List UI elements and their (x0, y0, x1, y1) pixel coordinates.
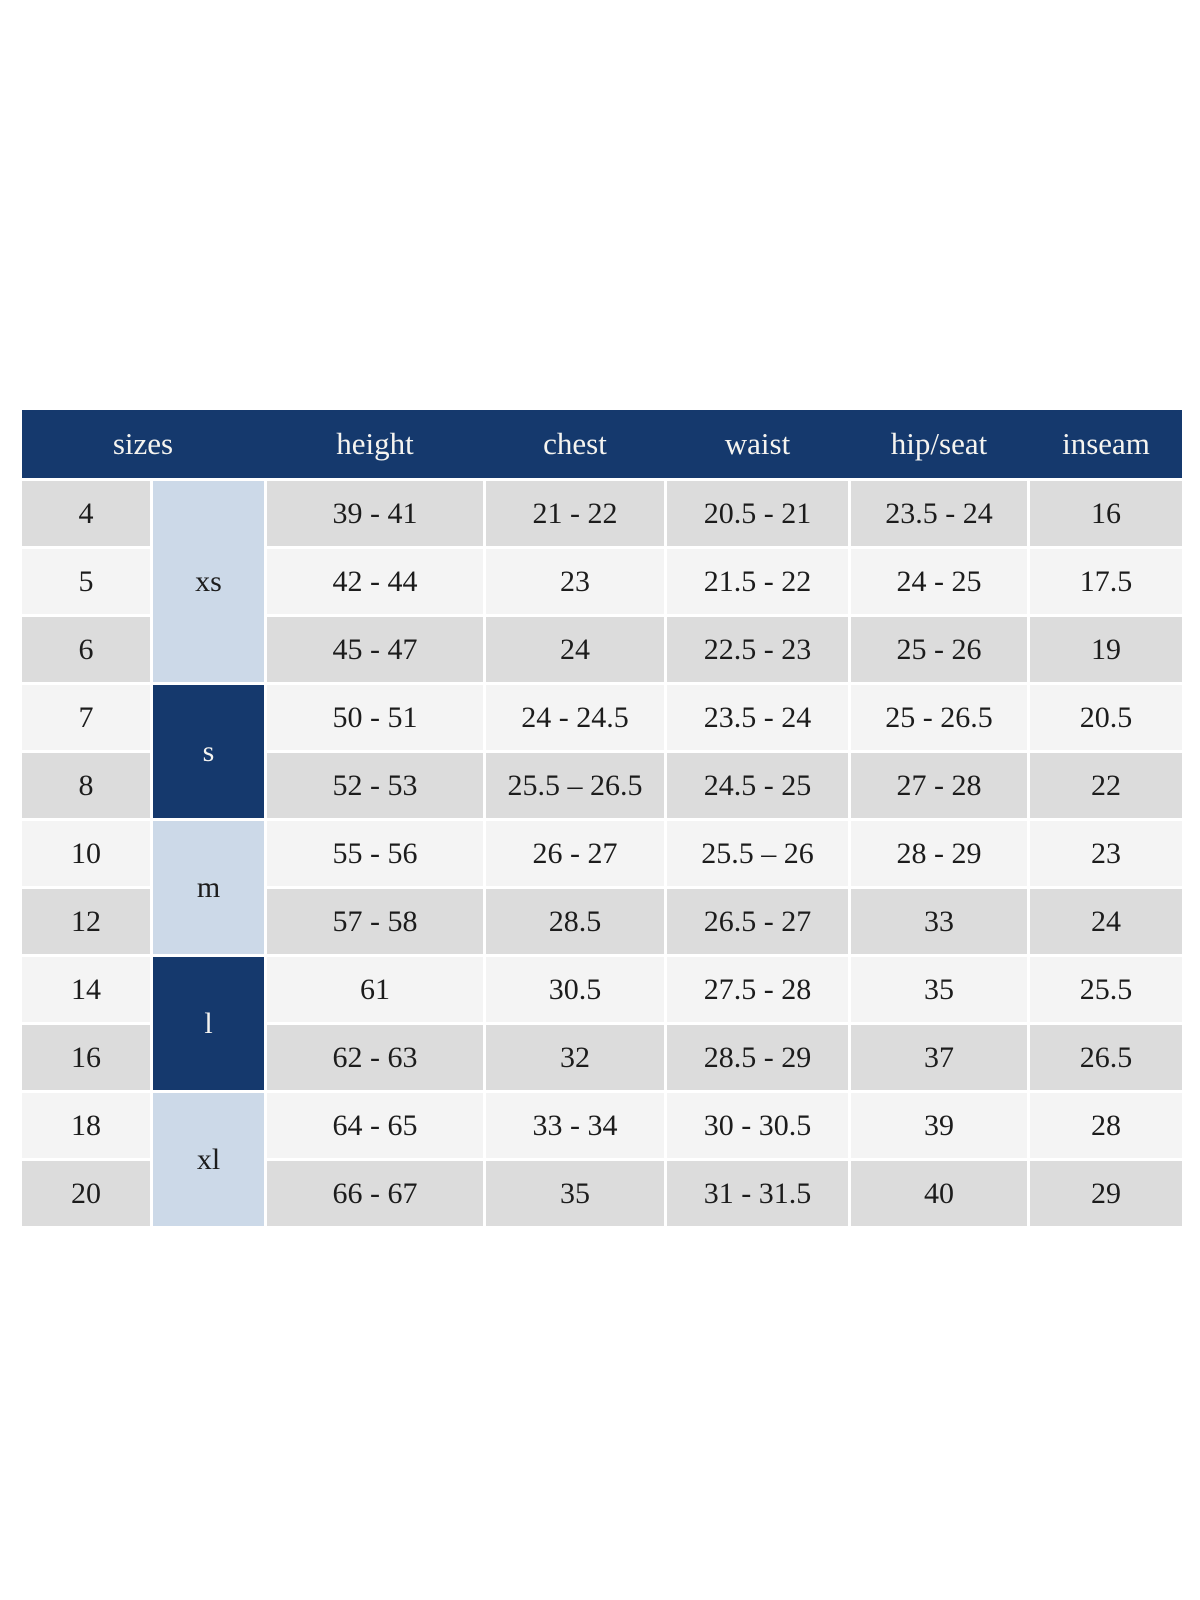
chest-cell: 24 (486, 617, 664, 682)
inseam-cell: 26.5 (1030, 1025, 1182, 1090)
waist-cell: 20.5 - 21 (667, 481, 848, 546)
waist-cell: 27.5 - 28 (667, 957, 848, 1022)
chest-cell: 26 - 27 (486, 821, 664, 886)
hip-seat-cell: 40 (851, 1161, 1027, 1226)
size-number-cell: 4 (22, 481, 150, 546)
height-cell: 45 - 47 (267, 617, 483, 682)
waist-cell: 21.5 - 22 (667, 549, 848, 614)
inseam-cell: 28 (1030, 1093, 1182, 1158)
inseam-cell: 17.5 (1030, 549, 1182, 614)
hip-seat-cell: 24 - 25 (851, 549, 1027, 614)
chest-cell: 32 (486, 1025, 664, 1090)
waist-cell: 31 - 31.5 (667, 1161, 848, 1226)
hip-seat-cell: 37 (851, 1025, 1027, 1090)
chest-cell: 28.5 (486, 889, 664, 954)
size-number-cell: 20 (22, 1161, 150, 1226)
column-header-height: height (336, 426, 414, 461)
height-cell: 39 - 41 (267, 481, 483, 546)
waist-cell: 30 - 30.5 (667, 1093, 848, 1158)
hip-seat-cell: 27 - 28 (851, 753, 1027, 818)
size-group-cell-m: m (153, 821, 264, 954)
size-number-cell: 16 (22, 1025, 150, 1090)
inseam-cell: 22 (1030, 753, 1182, 818)
table-header-row: sizes height chest waist hip/seat inseam (22, 410, 1182, 478)
hip-seat-cell: 28 - 29 (851, 821, 1027, 886)
size-chart-table: sizes height chest waist hip/seat inseam… (22, 410, 1182, 1226)
waist-cell: 26.5 - 27 (667, 889, 848, 954)
waist-cell: 24.5 - 25 (667, 753, 848, 818)
size-group-cell-xl: xl (153, 1093, 264, 1226)
inseam-cell: 16 (1030, 481, 1182, 546)
height-cell: 66 - 67 (267, 1161, 483, 1226)
size-number-cell: 12 (22, 889, 150, 954)
chest-cell: 21 - 22 (486, 481, 664, 546)
column-header-waist: waist (724, 426, 791, 461)
inseam-cell: 24 (1030, 889, 1182, 954)
size-number-cell: 10 (22, 821, 150, 886)
height-cell: 52 - 53 (267, 753, 483, 818)
height-cell: 62 - 63 (267, 1025, 483, 1090)
inseam-cell: 23 (1030, 821, 1182, 886)
hip-seat-cell: 39 (851, 1093, 1027, 1158)
hip-seat-cell: 35 (851, 957, 1027, 1022)
size-number-cell: 18 (22, 1093, 150, 1158)
height-cell: 61 (267, 957, 483, 1022)
size-number-cell: 14 (22, 957, 150, 1022)
size-number-cell: 5 (22, 549, 150, 614)
waist-cell: 22.5 - 23 (667, 617, 848, 682)
size-number-cell: 6 (22, 617, 150, 682)
height-cell: 42 - 44 (267, 549, 483, 614)
inseam-cell: 29 (1030, 1161, 1182, 1226)
waist-cell: 23.5 - 24 (667, 685, 848, 750)
size-group-cell-xs: xs (153, 481, 264, 682)
column-header-sizes: sizes (112, 426, 174, 461)
hip-seat-cell: 23.5 - 24 (851, 481, 1027, 546)
chest-cell: 24 - 24.5 (486, 685, 664, 750)
chest-cell: 23 (486, 549, 664, 614)
waist-cell: 25.5 – 26 (667, 821, 848, 886)
height-cell: 55 - 56 (267, 821, 483, 886)
size-group-cell-s: s (153, 685, 264, 818)
height-cell: 50 - 51 (267, 685, 483, 750)
hip-seat-cell: 33 (851, 889, 1027, 954)
chest-cell: 30.5 (486, 957, 664, 1022)
inseam-cell: 20.5 (1030, 685, 1182, 750)
hip-seat-cell: 25 - 26.5 (851, 685, 1027, 750)
column-header-inseam: inseam (1062, 426, 1150, 461)
inseam-cell: 19 (1030, 617, 1182, 682)
column-header-hip-seat: hip/seat (890, 426, 988, 461)
inseam-cell: 25.5 (1030, 957, 1182, 1022)
size-number-cell: 7 (22, 685, 150, 750)
chest-cell: 25.5 – 26.5 (486, 753, 664, 818)
chest-cell: 33 - 34 (486, 1093, 664, 1158)
size-number-cell: 8 (22, 753, 150, 818)
hip-seat-cell: 25 - 26 (851, 617, 1027, 682)
size-group-cell-l: l (153, 957, 264, 1090)
chest-cell: 35 (486, 1161, 664, 1226)
height-cell: 64 - 65 (267, 1093, 483, 1158)
column-header-chest: chest (543, 426, 607, 461)
height-cell: 57 - 58 (267, 889, 483, 954)
waist-cell: 28.5 - 29 (667, 1025, 848, 1090)
